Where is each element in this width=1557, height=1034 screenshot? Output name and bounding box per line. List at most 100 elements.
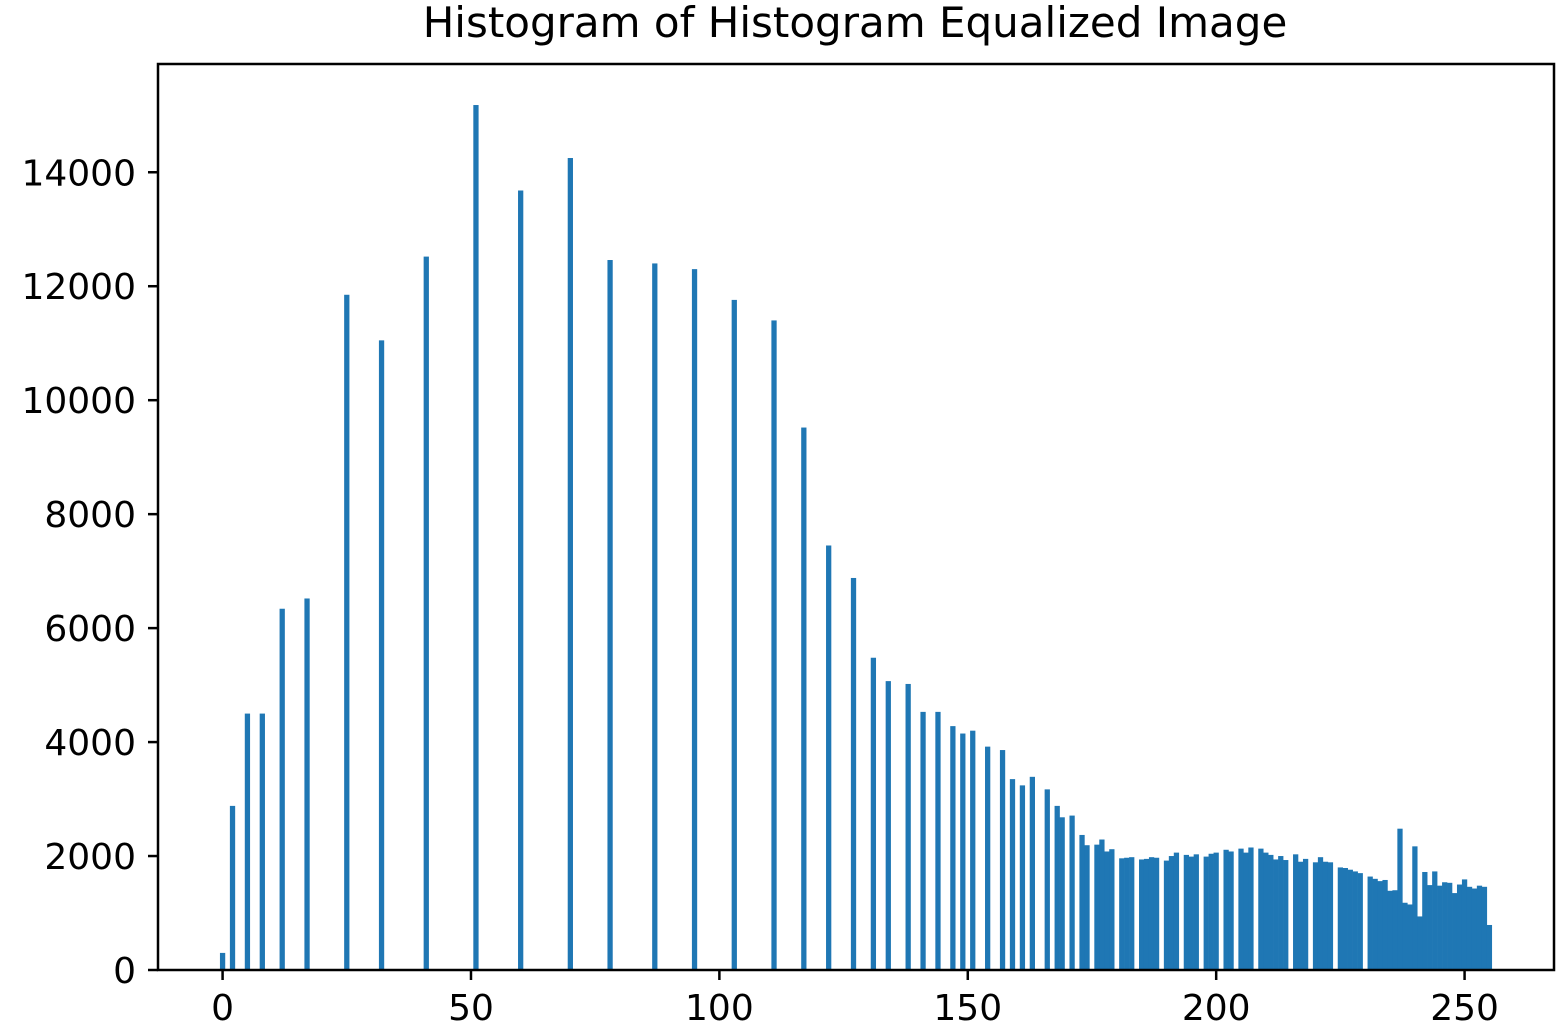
histogram-bar xyxy=(1347,869,1353,970)
histogram-bar xyxy=(1407,904,1413,970)
histogram-bar xyxy=(1168,856,1175,970)
histogram-bar xyxy=(1173,852,1180,970)
histogram-bar xyxy=(378,340,385,970)
histogram-bar xyxy=(691,269,698,970)
histogram-bar xyxy=(652,263,658,970)
histogram-bar xyxy=(1094,844,1100,970)
histogram-bar xyxy=(1203,856,1209,970)
histogram-bar xyxy=(920,711,926,970)
histogram-bar xyxy=(1193,854,1199,970)
y-tick-label: 12000 xyxy=(21,267,136,308)
histogram-bar xyxy=(1447,882,1453,970)
histogram-bar xyxy=(731,299,737,970)
histogram-bar xyxy=(1258,848,1264,970)
histogram-bar xyxy=(1422,871,1428,970)
histogram-bar xyxy=(518,190,524,970)
y-tick-label: 8000 xyxy=(44,495,136,536)
histogram-bar xyxy=(1382,879,1388,970)
histogram-bar xyxy=(1387,890,1393,970)
histogram-bar xyxy=(1461,879,1468,970)
histogram-bar xyxy=(1437,885,1443,970)
histogram-bar xyxy=(1029,776,1035,970)
histogram-bar xyxy=(1243,852,1249,970)
histogram-bar xyxy=(1268,854,1274,970)
histogram-bar xyxy=(1327,862,1334,970)
histogram-bar xyxy=(1188,856,1194,970)
histogram-bar xyxy=(960,733,966,970)
x-tick-label: 50 xyxy=(448,988,494,1029)
histogram-bar xyxy=(1486,924,1493,970)
histogram-bar xyxy=(1129,857,1135,970)
x-axis-ticks: 0 50 100 150 200 250 xyxy=(211,970,1499,1029)
histogram-bar xyxy=(1392,890,1398,970)
histogram-bar xyxy=(1471,888,1478,970)
histogram-bar xyxy=(1377,881,1383,970)
histogram-bar xyxy=(1427,885,1433,970)
y-axis-ticks: 0 2000 4000 6000 8000 10000 12000 14000 xyxy=(21,153,158,992)
histogram-bar xyxy=(1148,857,1155,970)
histogram-bar xyxy=(1372,878,1378,970)
y-tick-label: 0 xyxy=(113,951,136,992)
histogram-bar xyxy=(1278,856,1284,970)
histogram-bar xyxy=(1476,885,1483,970)
histogram-bar xyxy=(905,683,911,970)
histogram-bar xyxy=(999,750,1006,970)
histogram-bar xyxy=(304,598,310,970)
histogram-bar xyxy=(1228,851,1234,970)
histogram-bar xyxy=(1298,861,1304,970)
histogram-bar xyxy=(1322,861,1329,970)
histogram-bar xyxy=(970,730,976,970)
histogram-bar xyxy=(1402,902,1408,970)
histogram-bar xyxy=(1442,882,1448,970)
histogram-bar xyxy=(229,805,236,970)
histogram-bar xyxy=(1317,857,1324,970)
x-tick-label: 0 xyxy=(211,988,234,1029)
histogram-bar xyxy=(1452,893,1458,970)
histogram-bar xyxy=(1238,848,1244,970)
histogram-bar xyxy=(1357,873,1363,970)
plot-frame xyxy=(156,62,1556,972)
histogram-bar xyxy=(985,746,991,970)
x-tick-label: 100 xyxy=(685,988,754,1029)
histogram-bar xyxy=(1084,845,1090,970)
histogram-bar xyxy=(1143,858,1150,970)
histogram-bar xyxy=(1456,884,1463,970)
bars-group xyxy=(219,105,1493,971)
histogram-bar xyxy=(1293,854,1299,970)
histogram-bar xyxy=(1139,859,1145,970)
x-tick-label: 250 xyxy=(1430,988,1499,1029)
histogram-bar xyxy=(1069,815,1075,970)
histogram-bar xyxy=(1397,828,1403,970)
histogram-bar xyxy=(850,577,857,970)
histogram-bar xyxy=(1223,849,1229,970)
x-tick-label: 200 xyxy=(1182,988,1251,1029)
histogram-bar xyxy=(473,105,479,970)
histogram-bar xyxy=(259,713,265,970)
histogram-bar xyxy=(771,320,777,970)
histogram-bar xyxy=(1124,857,1130,970)
histogram-bar xyxy=(219,952,226,970)
histogram-bar xyxy=(870,657,877,970)
histogram-bar xyxy=(567,158,573,970)
histogram-bar xyxy=(1481,886,1488,970)
histogram-bar xyxy=(244,713,251,970)
histogram-bar xyxy=(1009,779,1016,970)
histogram-bar xyxy=(1312,862,1319,970)
histogram-bar xyxy=(1208,853,1214,970)
y-tick-label: 4000 xyxy=(44,723,136,764)
y-tick-label: 6000 xyxy=(44,609,136,650)
histogram-bar xyxy=(1183,854,1190,970)
histogram-bar xyxy=(1079,834,1085,970)
y-tick-label: 2000 xyxy=(44,837,136,878)
histogram-bar xyxy=(1412,846,1418,970)
y-tick-label: 14000 xyxy=(21,153,136,194)
histogram-bar xyxy=(1337,867,1344,970)
x-tick-label: 150 xyxy=(933,988,1002,1029)
histogram-bar xyxy=(950,726,956,970)
histogram-bar xyxy=(1153,857,1160,970)
y-tick-label: 10000 xyxy=(21,381,136,422)
histogram-bar xyxy=(1417,916,1423,970)
histogram-bar xyxy=(1283,860,1289,970)
